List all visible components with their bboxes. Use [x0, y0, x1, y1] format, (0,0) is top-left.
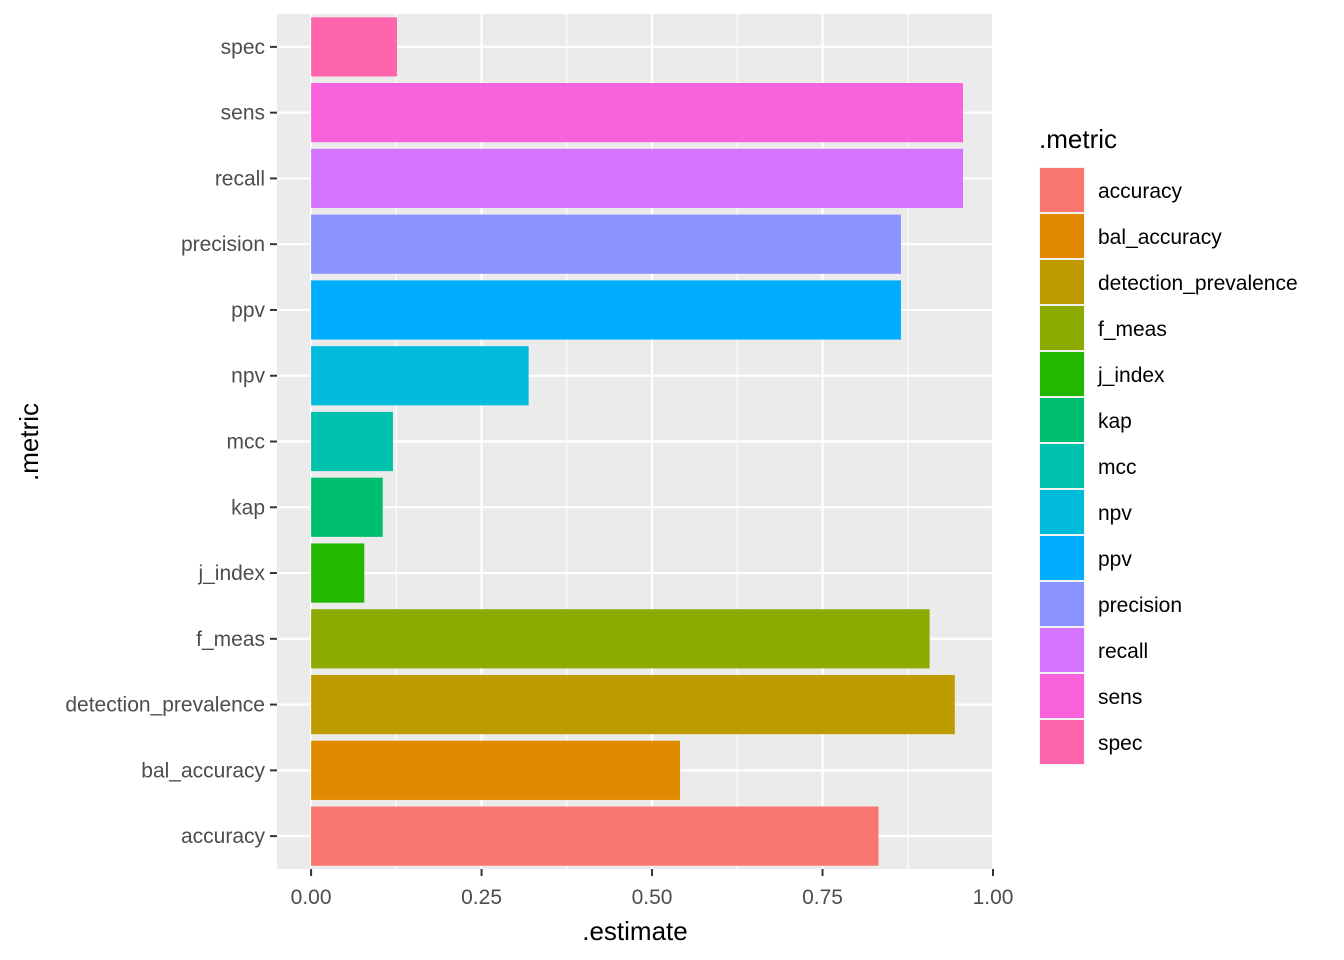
legend-title: .metric [1039, 124, 1117, 154]
legend-swatch [1040, 674, 1084, 718]
legend-label: f_meas [1098, 318, 1167, 341]
y-tick-label: accuracy [181, 825, 266, 848]
bar-spec [311, 17, 398, 77]
legend-label: j_index [1097, 364, 1165, 387]
x-tick-label: 0.50 [632, 886, 673, 909]
y-axis-title: .metric [14, 403, 44, 481]
bar-bal-accuracy [311, 740, 681, 800]
legend-swatch [1040, 536, 1084, 580]
y-tick-label: npv [231, 365, 265, 388]
x-tick-label: 0.25 [461, 886, 502, 909]
legend-items: accuracy bal_accuracy detection_prevalence… [1039, 167, 1298, 765]
bar-accuracy [311, 806, 879, 866]
legend-swatch [1040, 306, 1084, 350]
x-tick-label: 0.00 [291, 886, 332, 909]
legend-label: accuracy [1098, 180, 1183, 203]
y-tick-label: j_index [197, 562, 265, 585]
legend-label: recall [1098, 640, 1148, 663]
legend-label: precision [1098, 594, 1182, 617]
bar-precision [311, 214, 901, 274]
bar-f-meas [311, 609, 930, 669]
bar-j-index [311, 543, 365, 603]
y-tick-label: ppv [231, 299, 265, 322]
y-tick-label: kap [231, 496, 265, 519]
y-tick-label: sens [221, 102, 265, 125]
legend-swatch [1040, 490, 1084, 534]
bar-npv [311, 346, 529, 406]
y-tick-label: recall [215, 167, 265, 190]
y-tick-label: mcc [227, 431, 266, 454]
bar-kap [311, 477, 383, 537]
bar-detection-prevalence [311, 674, 955, 735]
legend-label: bal_accuracy [1098, 226, 1222, 249]
y-tick-label: precision [181, 233, 265, 256]
bars [311, 17, 963, 866]
x-axis: 0.00 0.25 0.50 0.75 1.00 [291, 869, 1014, 909]
x-tick-label: 1.00 [973, 886, 1014, 909]
y-axis: accuracy bal_accuracy detection_prevalence… [65, 36, 277, 848]
y-tick-label: f_meas [196, 628, 265, 651]
legend-label: npv [1098, 502, 1132, 525]
legend-label: kap [1098, 410, 1132, 433]
bar-mcc [311, 411, 393, 472]
legend-label: detection_prevalence [1098, 272, 1298, 295]
legend-label: sens [1098, 686, 1142, 709]
y-tick-label: bal_accuracy [141, 759, 265, 782]
legend-label: ppv [1098, 548, 1132, 571]
legend: .metric accuracy bal_accuracy detection_pr… [1039, 124, 1298, 765]
x-tick-label: 0.75 [802, 886, 843, 909]
legend-swatch [1040, 444, 1084, 488]
legend-label: mcc [1098, 456, 1137, 479]
bar-sens [311, 83, 963, 143]
legend-swatch [1040, 398, 1084, 442]
y-tick-label: spec [221, 36, 265, 59]
legend-swatch [1040, 720, 1084, 764]
legend-swatch [1040, 628, 1084, 672]
legend-swatch [1040, 168, 1084, 212]
legend-swatch [1040, 582, 1084, 626]
legend-swatch [1040, 260, 1084, 304]
legend-label: spec [1098, 732, 1142, 755]
legend-swatch [1040, 214, 1084, 258]
bar-ppv [311, 280, 901, 340]
x-axis-title: .estimate [582, 916, 688, 946]
bar-recall [311, 148, 963, 209]
legend-swatch [1040, 352, 1084, 396]
y-tick-label: detection_prevalence [65, 694, 265, 717]
